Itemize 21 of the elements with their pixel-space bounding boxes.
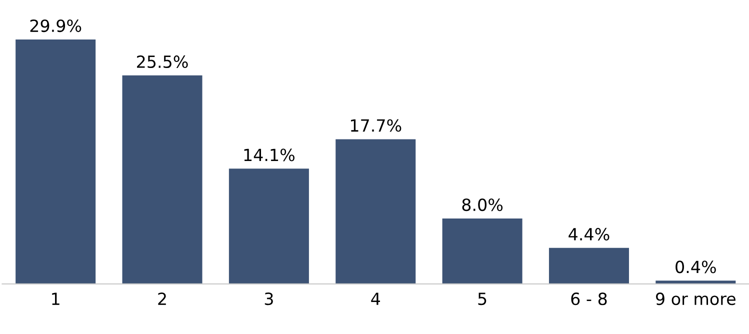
data-label: 25.5%: [137, 55, 188, 68]
bar: [656, 280, 736, 284]
x-tick-label: 9 or more: [656, 292, 736, 306]
bar: [228, 168, 309, 284]
data-label: 8.0%: [462, 198, 503, 212]
bar: [336, 139, 416, 284]
x-tick-label: 6 - 8: [571, 292, 607, 306]
x-tick-label: 1: [52, 292, 60, 305]
x-tick-label: 2: [158, 292, 166, 305]
data-label: 4.4%: [568, 228, 610, 241]
data-label: 17.7%: [350, 119, 402, 132]
bar: [16, 39, 96, 284]
data-label: 0.4%: [676, 260, 716, 274]
bar: [442, 218, 522, 284]
data-label: 14.1%: [244, 148, 294, 162]
x-tick-label: 5: [478, 292, 486, 306]
bar: [548, 248, 629, 284]
x-tick-label: 3: [264, 292, 273, 306]
data-label: 29.9%: [30, 19, 82, 32]
bar: [122, 75, 202, 284]
x-tick-label: 4: [371, 292, 380, 305]
